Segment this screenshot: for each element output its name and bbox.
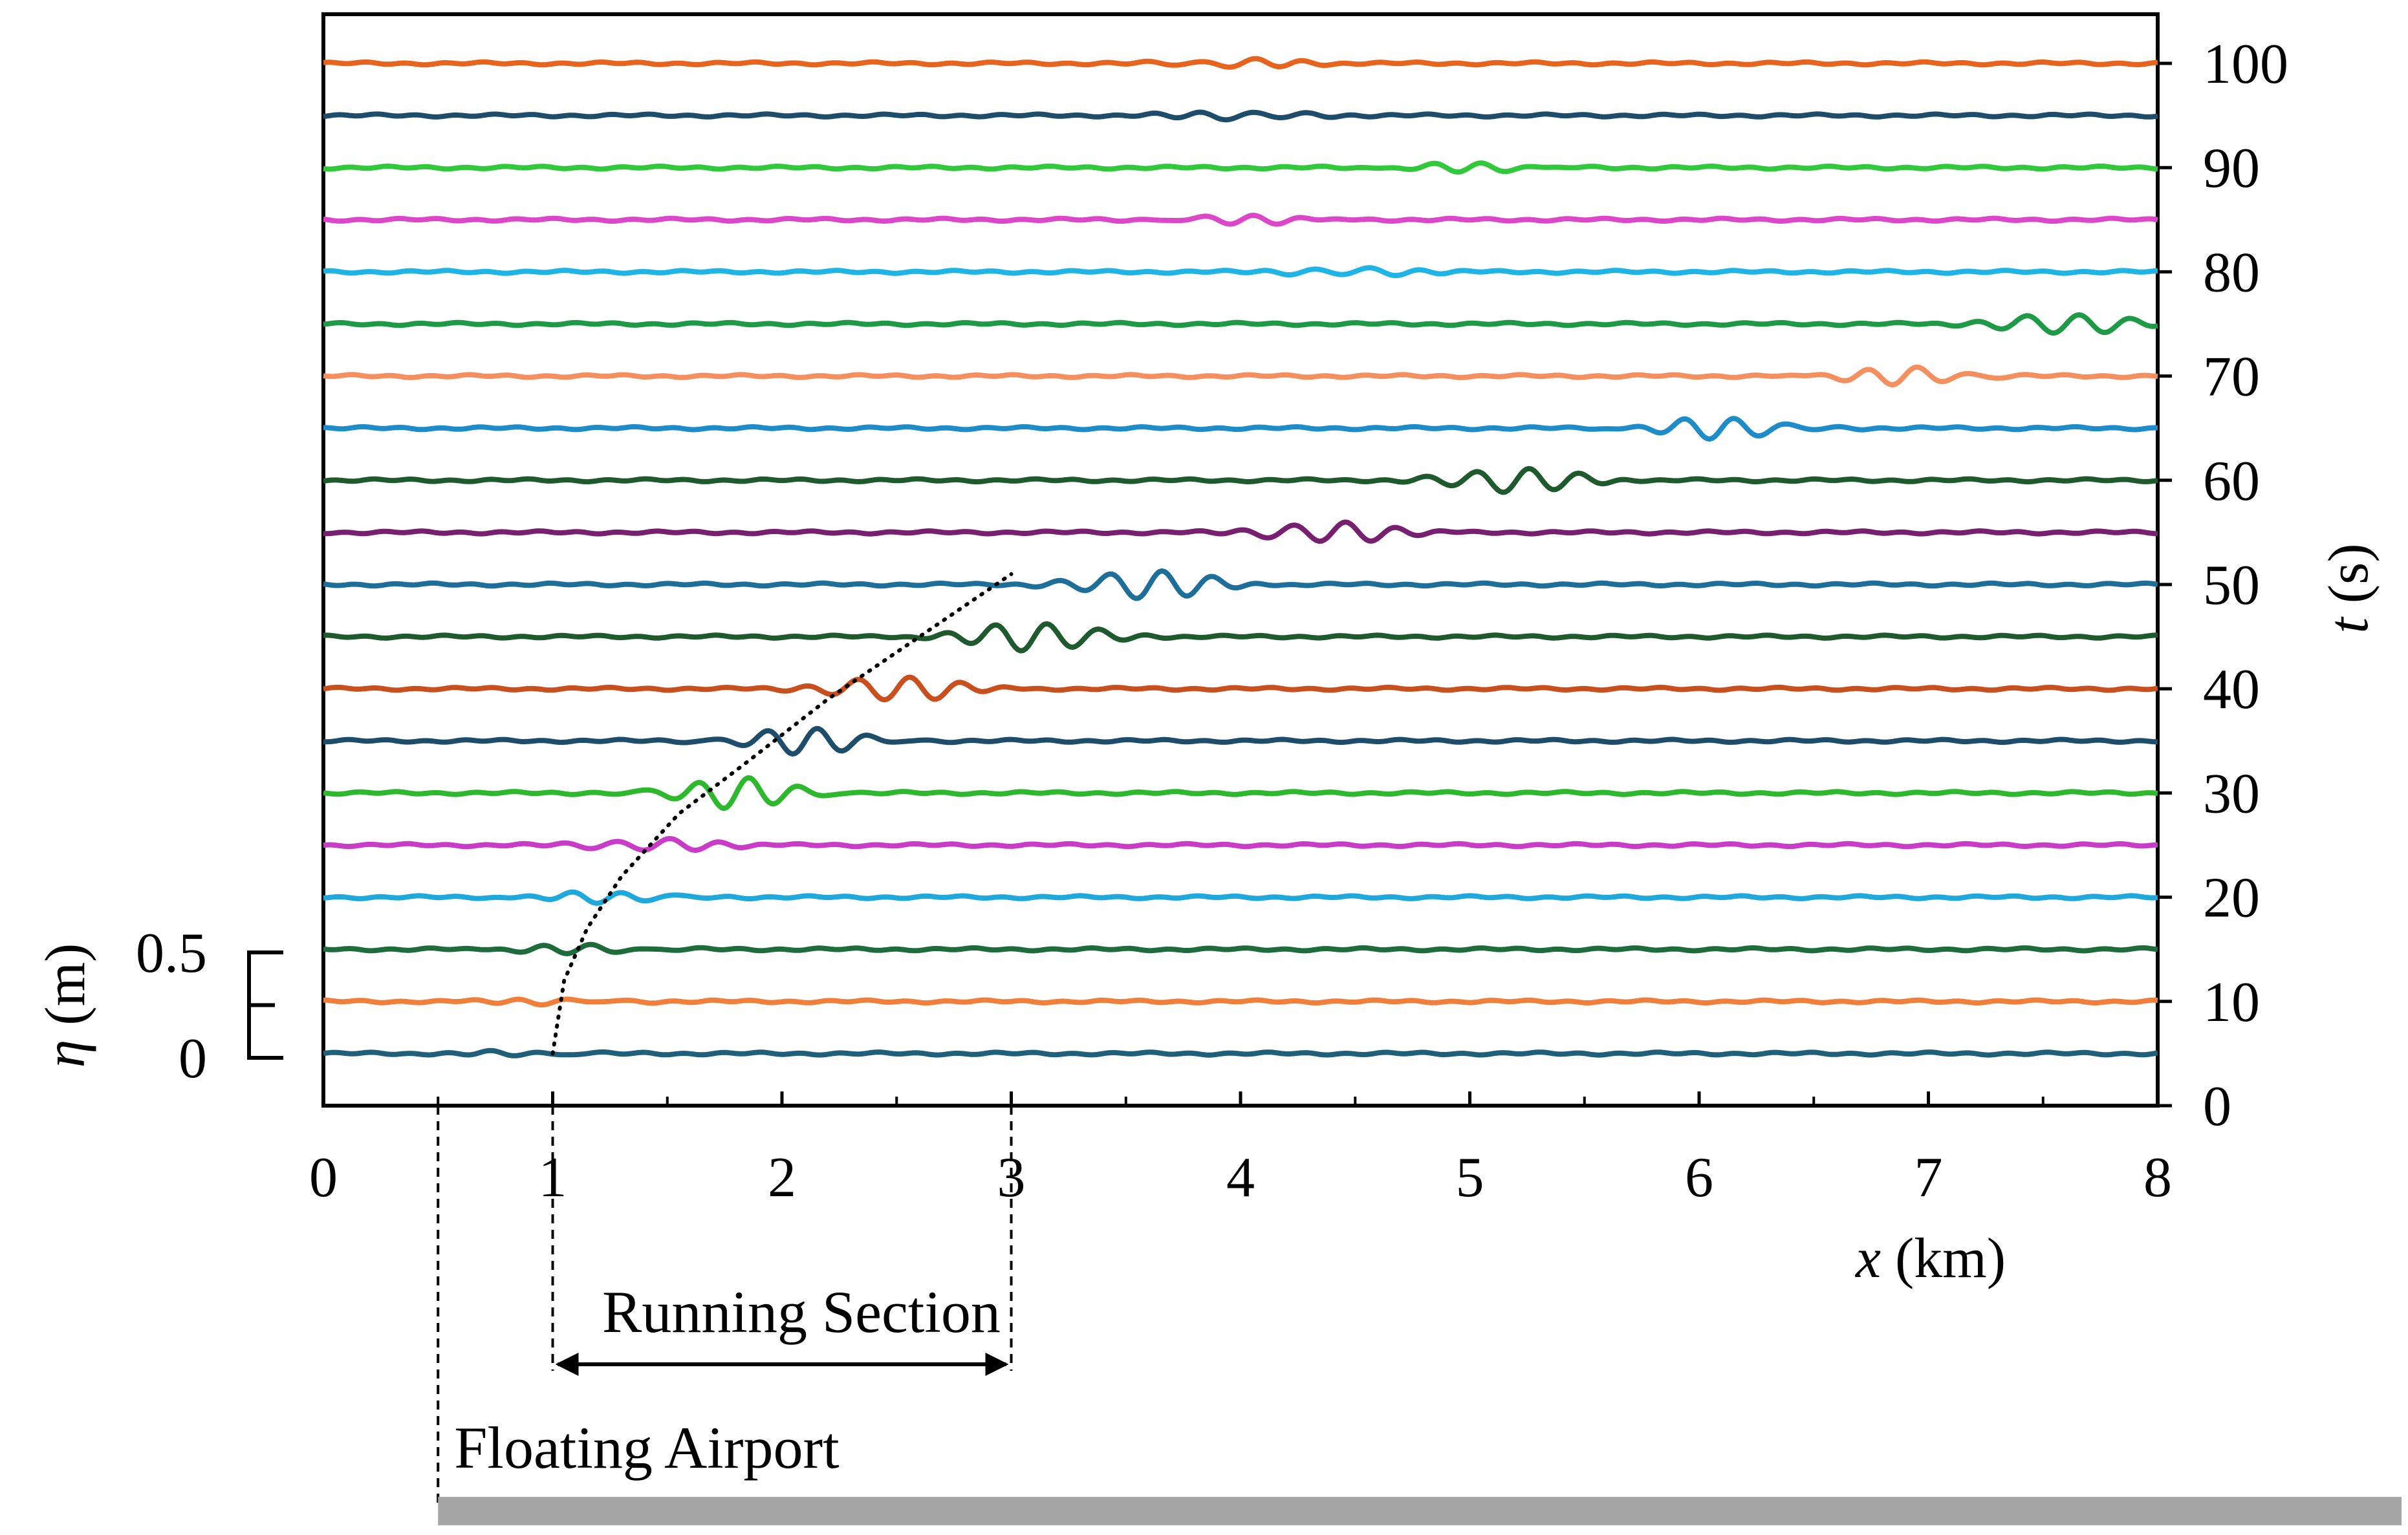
series-line-t15: [323, 941, 2158, 956]
series-line-t50: [323, 568, 2158, 601]
y-tick-label-0: 0: [2203, 1075, 2231, 1138]
amplitude-axis-label-unit: (m): [34, 943, 97, 1040]
y-axis-label-unit: (s): [2317, 543, 2380, 617]
series-line-t95: [323, 109, 2158, 123]
y-tick-label-80: 80: [2203, 241, 2260, 304]
y-tick-label-70: 70: [2203, 346, 2260, 409]
y-tick-label-100: 100: [2203, 33, 2288, 96]
y-tick-label-60: 60: [2203, 450, 2260, 513]
x-tick-label-5: 5: [1456, 1146, 1484, 1209]
x-tick-label-0: 0: [309, 1146, 338, 1209]
x-tick-label-4: 4: [1226, 1146, 1255, 1209]
amplitude-scale-bar: [247, 950, 283, 1060]
amplitude-axis-label: η (m): [34, 943, 97, 1068]
x-tick-label-2: 2: [768, 1146, 796, 1209]
curve-layer: [550, 572, 1014, 1056]
y-axis-label: t (s): [2317, 543, 2380, 633]
series-line-t35: [323, 725, 2158, 757]
series-line-t100: [323, 56, 2158, 70]
x-tick-label-8: 8: [2143, 1146, 2172, 1209]
y-tick-label-10: 10: [2203, 971, 2260, 1034]
series-line-t25: [323, 835, 2158, 853]
plot-frame: [321, 12, 2160, 1108]
running-section-arrow-left-head: [555, 1353, 579, 1376]
y-tick-label-50: 50: [2203, 554, 2260, 617]
series-line-t20: [323, 889, 2158, 906]
y-axis-label-var: t: [2317, 616, 2380, 634]
amplitude-axis-label-var: η: [34, 1040, 97, 1068]
amplitude-label-bottom: 0: [179, 1027, 207, 1090]
y-tick-label-90: 90: [2203, 137, 2260, 200]
plot-area: [321, 12, 2160, 1108]
x-axis-label: x (km): [1854, 1227, 2006, 1290]
series-line-t45: [323, 621, 2158, 654]
series-line-t65: [323, 416, 2158, 442]
amplitude-label-top: 0.5: [136, 922, 207, 985]
series-line-t80: [323, 265, 2158, 279]
series-line-t70: [323, 364, 2158, 388]
series-line-t55: [323, 519, 2158, 544]
x-tick-label-7: 7: [1914, 1146, 1943, 1209]
y-tick-label-30: 30: [2203, 762, 2260, 825]
series-layer: [323, 56, 2158, 1058]
dotted-curve: [550, 572, 1014, 1056]
series-line-t40: [323, 674, 2158, 703]
y-tick-label-20: 20: [2203, 867, 2260, 930]
x-axis-label-unit: (km): [1881, 1227, 2006, 1290]
series-line-t5: [323, 1047, 2158, 1058]
series-line-t85: [323, 213, 2158, 227]
series-line-t10: [323, 996, 2158, 1008]
floating-airport-bar: [438, 1497, 2402, 1525]
floating-airport-label: Floating Airport: [454, 1415, 840, 1481]
running-section-arrow-right-head: [985, 1353, 1009, 1376]
x-axis-label-var: x: [1854, 1227, 1881, 1290]
series-line-t90: [323, 160, 2158, 175]
series-line-t75: [323, 312, 2158, 336]
series-line-t30: [323, 775, 2158, 811]
running-section-label: Running Section: [602, 1279, 1001, 1345]
annotation-layer: Running Section Floating Airport: [437, 1106, 2402, 1525]
x-tick-label-6: 6: [1685, 1146, 1713, 1209]
y-tick-label-40: 40: [2203, 658, 2260, 721]
series-line-t60: [323, 466, 2158, 495]
